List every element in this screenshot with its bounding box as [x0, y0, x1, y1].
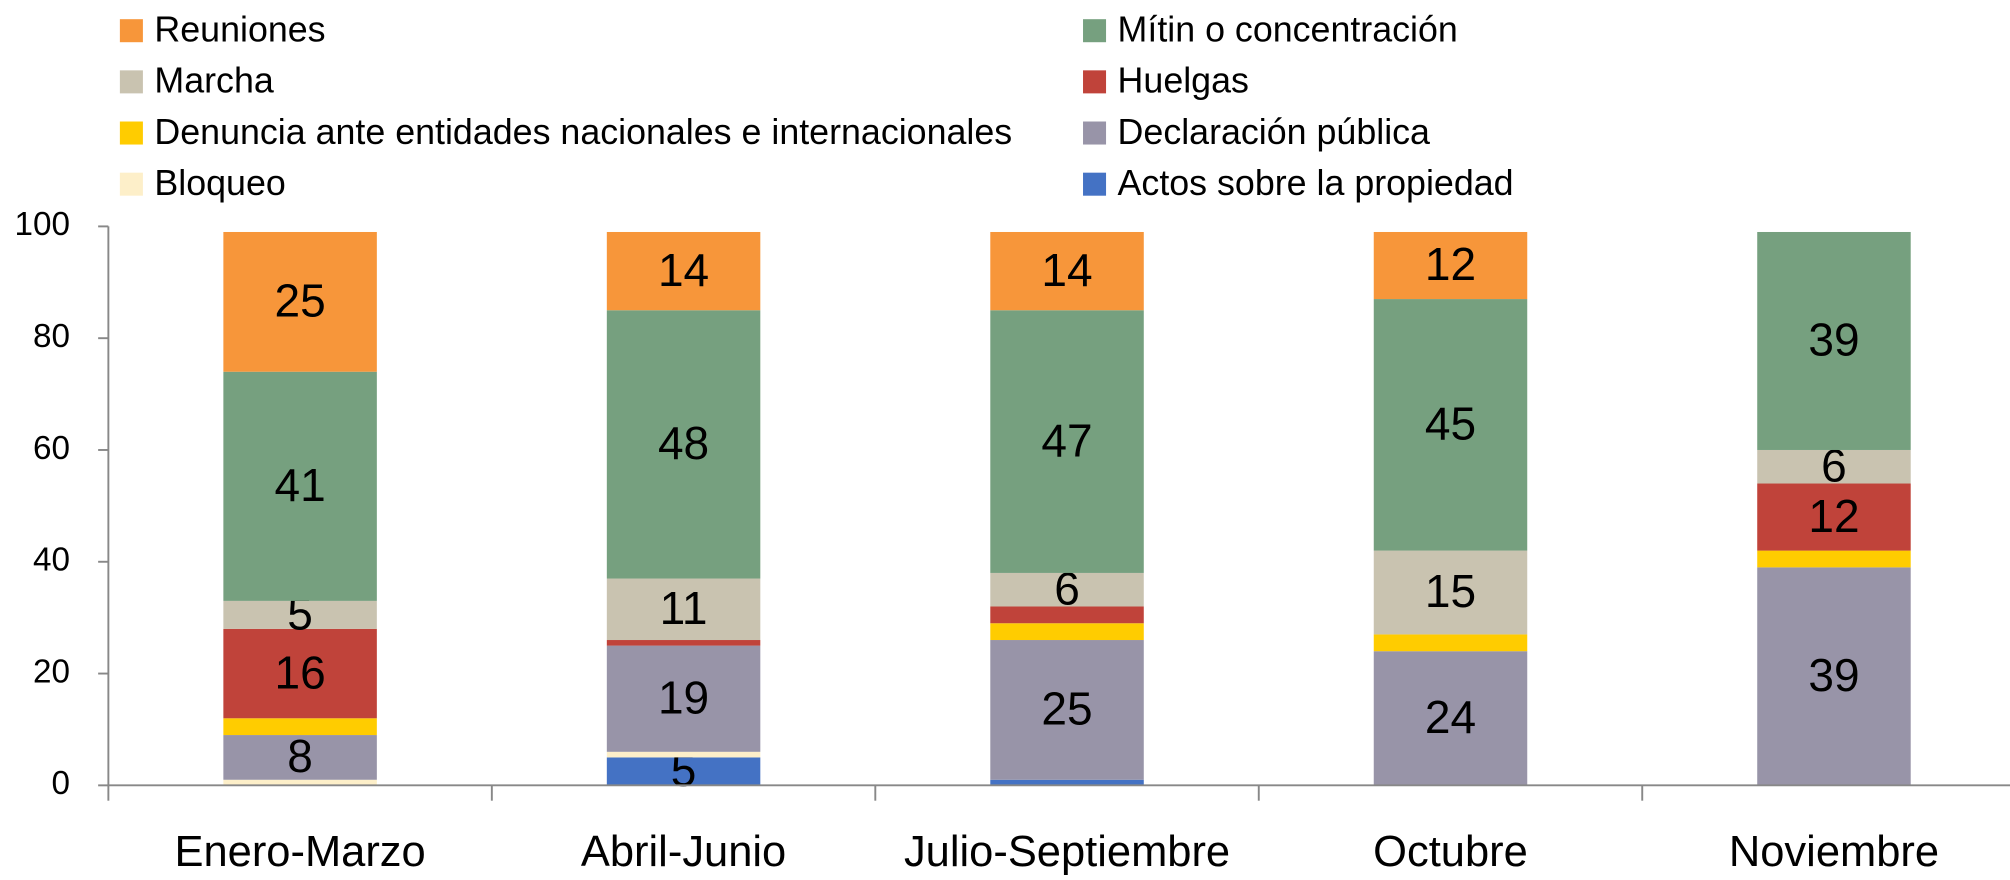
- y-tick-label: 0: [51, 765, 69, 802]
- legend-swatch: [119, 19, 143, 43]
- bar-segment: [1757, 483, 1911, 551]
- bar-segment: [990, 779, 1144, 786]
- bar-segment: [990, 623, 1144, 641]
- bar-segment: [1757, 550, 1911, 568]
- bar-segment: [606, 751, 761, 758]
- bar-segment: [223, 718, 377, 736]
- data-label: 24: [1425, 691, 1476, 743]
- data-label: 48: [658, 417, 709, 469]
- data-label: 12: [1808, 490, 1859, 542]
- bar-segment: [223, 600, 377, 629]
- legend-label: Reuniones: [154, 9, 325, 49]
- bar-segment: [223, 628, 377, 719]
- data-label: 39: [1808, 314, 1859, 366]
- bar-segment: [1373, 634, 1528, 652]
- legend-label: Declaración pública: [1118, 112, 1430, 152]
- legend-label: Mítin o concentración: [1118, 9, 1458, 49]
- bar-segment: [1373, 651, 1528, 786]
- legend-swatch: [1083, 19, 1107, 43]
- y-tick-label: 40: [33, 542, 70, 579]
- y-tick-label: 60: [33, 430, 70, 467]
- legend-swatch: [119, 172, 143, 196]
- data-label: 11: [660, 582, 708, 634]
- bar-segment: [990, 640, 1144, 780]
- bar-segment: [223, 231, 377, 372]
- data-label: 15: [1425, 565, 1476, 617]
- bar-segment: [1373, 231, 1528, 300]
- legend-label: Marcha: [154, 61, 273, 101]
- bar-segment: [606, 640, 761, 646]
- x-tick-label: Noviembre: [1729, 828, 1939, 876]
- data-label: 12: [1425, 238, 1476, 290]
- bar-segment: [1757, 449, 1911, 484]
- bar-segment: [606, 757, 761, 786]
- data-label: 41: [275, 459, 326, 511]
- legend-label: Actos sobre la propiedad: [1118, 163, 1514, 203]
- legend-swatch: [119, 121, 143, 145]
- bar-segment: [223, 779, 377, 786]
- data-label: 8: [287, 730, 313, 782]
- bar-segment: [606, 578, 761, 641]
- legend-label: Denuncia ante entidades nacionales e int…: [154, 112, 1012, 152]
- bar-segment: [606, 231, 761, 311]
- bar-segment: [990, 572, 1144, 607]
- bar-segment: [1373, 550, 1528, 635]
- legend-swatch: [1083, 172, 1107, 196]
- data-label: 25: [1041, 683, 1092, 735]
- bar-segment: [1757, 231, 1911, 450]
- x-tick-label: Julio-Septiembre: [904, 828, 1230, 876]
- legend-swatch: [1083, 121, 1107, 145]
- bar-segment: [990, 310, 1144, 573]
- data-label: 16: [275, 646, 326, 698]
- x-tick-label: Abril-Junio: [581, 828, 786, 876]
- x-tick-label: Enero-Marzo: [174, 828, 425, 876]
- data-label: 19: [658, 671, 709, 723]
- data-label: 39: [1808, 649, 1859, 701]
- data-label: 14: [658, 244, 709, 296]
- data-label: 45: [1425, 398, 1476, 450]
- x-tick-label: Octubre: [1373, 828, 1528, 876]
- bar-segment: [990, 606, 1144, 624]
- data-label: 25: [275, 275, 326, 327]
- legend-label: Bloqueo: [154, 163, 285, 203]
- bar-segment: [1373, 299, 1528, 551]
- bar-segment: [606, 310, 761, 579]
- data-label: 47: [1041, 414, 1092, 466]
- y-tick-label: 100: [15, 206, 70, 243]
- bar-segment: [223, 371, 377, 601]
- y-tick-label: 20: [33, 653, 70, 690]
- data-label: 14: [1041, 244, 1092, 296]
- bar-segment: [1757, 567, 1911, 786]
- legend-swatch: [1083, 70, 1107, 94]
- legend-label: Huelgas: [1118, 61, 1249, 101]
- bar-segment: [223, 735, 377, 780]
- bar-segment: [990, 231, 1144, 311]
- y-tick-label: 80: [33, 318, 70, 355]
- bar-segment: [606, 645, 761, 752]
- legend-swatch: [119, 70, 143, 94]
